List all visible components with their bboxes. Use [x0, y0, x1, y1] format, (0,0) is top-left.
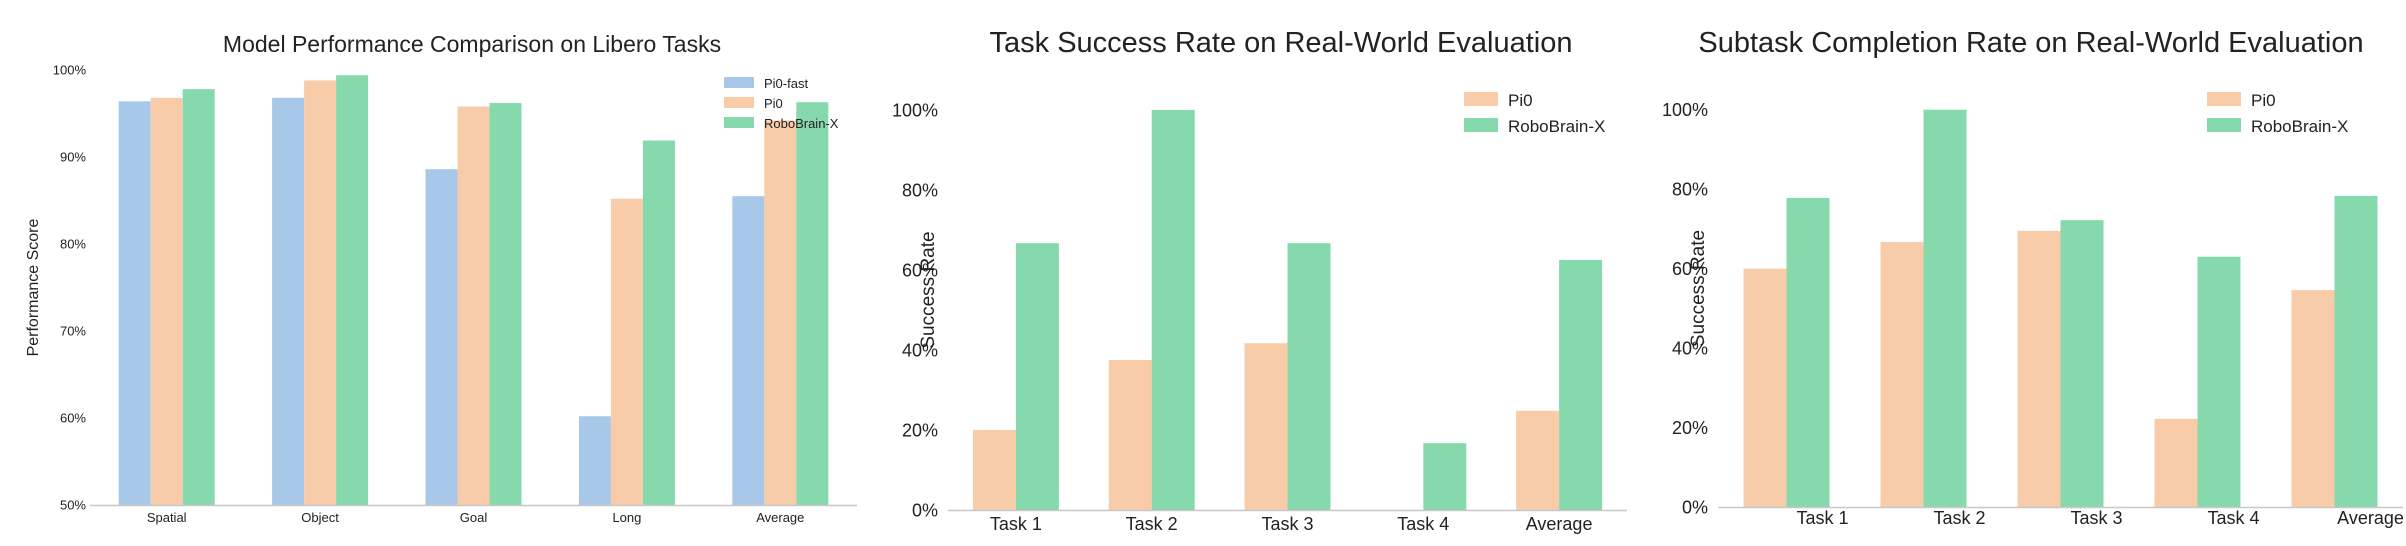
bar-task-2-pi0: [1880, 242, 1924, 507]
x-tick-label-task-2: Task 2: [1933, 508, 1985, 528]
legend-label-robobrain-x: RoboBrain-X: [2251, 117, 2348, 136]
chart-title: Task Success Rate on Real-World Evaluati…: [990, 27, 1573, 59]
y-tick-label-40: 40%: [902, 340, 938, 360]
x-tick-label-task-3: Task 3: [2070, 508, 2122, 528]
legend-label-robobrain-x: RoboBrain-X: [764, 116, 839, 131]
bar-task-1-robobrain-x: [1015, 243, 1059, 510]
y-tick-label-70: 70%: [60, 324, 86, 339]
bar-task-2-robobrain-x: [1151, 110, 1195, 510]
y-tick-label-80: 80%: [1672, 179, 1708, 199]
legend-label-pi0-fast: Pi0-fast: [764, 76, 808, 91]
x-tick-label-long: Long: [612, 510, 641, 525]
legend-swatch-pi0: [1464, 92, 1498, 106]
legend-label-pi0: Pi0: [1508, 91, 1533, 110]
bar-average-pi0: [764, 120, 797, 506]
x-tick-label-object: Object: [301, 510, 339, 525]
bar-long-pi0: [610, 198, 643, 505]
x-tick-label-task-3: Task 3: [1261, 514, 1313, 534]
bar-task-4-robobrain-x: [2197, 256, 2241, 507]
bar-average-robobrain-x: [796, 102, 829, 505]
bar-task-4-robobrain-x: [1423, 443, 1467, 510]
legend-label-robobrain-x: RoboBrain-X: [1508, 117, 1605, 136]
chart-svg-subtask-completion: Subtask Completion Rate on Real-World Ev…: [1662, 27, 2404, 528]
x-tick-label-task-1: Task 1: [1796, 508, 1848, 528]
legend-label-pi0: Pi0: [764, 96, 783, 111]
bar-average-robobrain-x: [1559, 260, 1603, 510]
chart-subtask-completion: Subtask Completion Rate on Real-World Ev…: [1630, 0, 2406, 546]
x-tick-label-average: Average: [756, 510, 804, 525]
y-tick-label-60: 60%: [1672, 259, 1708, 279]
x-tick-label-average: Average: [1526, 514, 1593, 534]
y-tick-label-100: 100%: [1662, 100, 1708, 120]
bar-task-1-pi0: [972, 430, 1016, 510]
chart-title: Subtask Completion Rate on Real-World Ev…: [1698, 27, 2363, 59]
chart-libero-performance: Model Performance Comparison on Libero T…: [0, 0, 860, 546]
y-tick-label-20: 20%: [1672, 418, 1708, 438]
x-tick-label-task-4: Task 4: [1397, 514, 1449, 534]
bar-spatial-pi0: [150, 97, 183, 505]
bar-task-4-pi0: [2154, 418, 2198, 507]
x-tick-label-task-1: Task 1: [990, 514, 1042, 534]
bar-spatial-robobrain-x: [182, 89, 215, 505]
bar-average-robobrain-x: [2334, 195, 2378, 507]
legend-swatch-pi0-fast: [724, 77, 754, 88]
bar-long-pi0-fast: [578, 416, 611, 505]
y-tick-label-40: 40%: [1672, 338, 1708, 358]
x-tick-label-spatial: Spatial: [147, 510, 187, 525]
bar-task-2-pi0: [1108, 360, 1152, 510]
y-tick-label-0: 0%: [912, 500, 938, 520]
y-axis-label: Success Rate: [918, 231, 939, 348]
legend-label-pi0: Pi0: [2251, 91, 2276, 110]
bar-object-pi0-fast: [272, 97, 305, 505]
x-tick-label-average: Average: [2337, 508, 2404, 528]
bar-average-pi0: [1516, 410, 1560, 510]
legend-swatch-pi0: [2207, 92, 2241, 106]
legend-swatch-robobrain-x: [724, 117, 754, 128]
y-tick-label-80: 80%: [902, 180, 938, 200]
bar-spatial-pi0-fast: [118, 101, 151, 505]
y-axis-label: Performance Score: [25, 218, 42, 356]
bar-long-robobrain-x: [642, 140, 675, 505]
bar-task-1-pi0: [1743, 268, 1787, 507]
bar-task-2-robobrain-x: [1923, 109, 1967, 508]
bar-goal-robobrain-x: [489, 103, 522, 505]
y-tick-label-60: 60%: [60, 411, 86, 426]
legend-swatch-robobrain-x: [2207, 118, 2241, 132]
y-tick-label-0: 0%: [1682, 497, 1708, 517]
y-tick-label-20: 20%: [902, 420, 938, 440]
y-tick-label-90: 90%: [60, 150, 86, 165]
bar-average-pi0: [2291, 290, 2335, 507]
bar-goal-pi0-fast: [425, 169, 458, 505]
bar-task-3-robobrain-x: [2060, 220, 2104, 507]
bar-average-pi0-fast: [732, 196, 765, 505]
chart-title: Model Performance Comparison on Libero T…: [223, 31, 721, 57]
y-tick-label-80: 80%: [60, 237, 86, 252]
y-tick-label-100: 100%: [53, 63, 87, 78]
chart-svg-task-success: Task Success Rate on Real-World Evaluati…: [892, 27, 1627, 534]
y-tick-label-60: 60%: [902, 260, 938, 280]
chart-task-success: Task Success Rate on Real-World Evaluati…: [860, 0, 1630, 546]
bar-task-3-pi0: [1244, 343, 1288, 510]
bar-task-3-robobrain-x: [1287, 243, 1331, 510]
chart-svg-libero: Model Performance Comparison on Libero T…: [25, 31, 857, 525]
x-tick-label-task-2: Task 2: [1126, 514, 1178, 534]
legend-swatch-robobrain-x: [1464, 118, 1498, 132]
y-tick-label-100: 100%: [892, 100, 938, 120]
bar-task-3-pi0: [2017, 230, 2061, 508]
x-tick-label-goal: Goal: [460, 510, 488, 525]
bar-goal-pi0: [457, 106, 490, 505]
bar-object-pi0: [304, 80, 337, 505]
y-axis-label: Success Rate: [1688, 230, 1709, 347]
bar-task-1-robobrain-x: [1786, 197, 1830, 507]
legend-swatch-pi0: [724, 97, 754, 108]
x-tick-label-task-4: Task 4: [2207, 508, 2259, 528]
y-tick-label-50: 50%: [60, 498, 86, 513]
bar-object-robobrain-x: [336, 75, 369, 505]
